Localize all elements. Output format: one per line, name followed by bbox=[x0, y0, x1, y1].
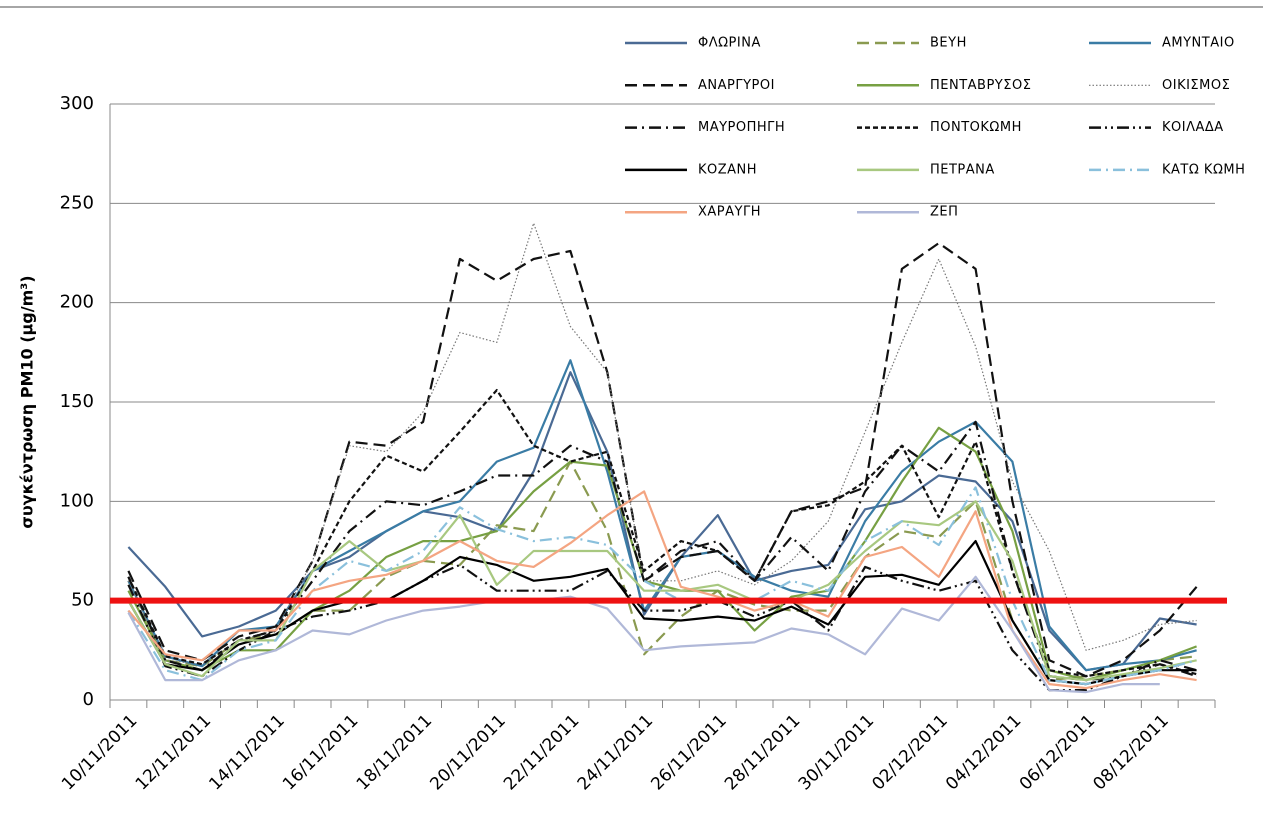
legend-label: ΠΕΤΡΑΝΑ bbox=[930, 162, 995, 177]
x-tick-label: 14/11/2011 bbox=[205, 711, 288, 794]
series-line bbox=[127, 242, 1198, 678]
x-tick-label: 18/11/2011 bbox=[353, 711, 436, 794]
legend-label: ΠΕΝΤΑΒΡΥΣΟΣ bbox=[930, 78, 1031, 93]
series-line bbox=[127, 426, 1197, 682]
x-tick-label: 02/12/2011 bbox=[868, 711, 951, 794]
x-tick-label: 30/11/2011 bbox=[795, 711, 878, 794]
series-line bbox=[127, 500, 1197, 682]
legend-label: ΚΟΙΛΑΔΑ bbox=[1162, 120, 1224, 135]
x-tick-label: 12/11/2011 bbox=[132, 711, 215, 794]
x-tick-label: 10/11/2011 bbox=[58, 711, 141, 794]
legend-label: ΦΛΩΡΙΝΑ bbox=[698, 36, 761, 51]
series-line bbox=[127, 222, 1197, 665]
x-tick-label: 16/11/2011 bbox=[279, 711, 362, 794]
x-tick-label: 08/12/2011 bbox=[1089, 711, 1172, 794]
legend-label: ΚΑΤΩ ΚΩΜΗ bbox=[1162, 162, 1245, 177]
x-tick-label: 04/12/2011 bbox=[942, 711, 1025, 794]
legend-label: ΑΝΑΡΓΥΡΟΙ bbox=[698, 78, 775, 93]
x-tick-label: 22/11/2011 bbox=[500, 711, 583, 794]
series-line bbox=[127, 420, 1197, 682]
series-line bbox=[127, 575, 1160, 694]
legend-label: ΜΑΥΡΟΠΗΓΗ bbox=[698, 120, 785, 135]
x-tick-label: 24/11/2011 bbox=[574, 711, 657, 794]
legend-label: ΑΜΥΝΤΑΙΟ bbox=[1162, 36, 1235, 51]
series-line bbox=[127, 563, 1197, 692]
y-tick-label: 0 bbox=[83, 689, 94, 710]
legend-label: ΟΙΚΙΣΜΟΣ bbox=[1162, 78, 1230, 93]
y-axis-label: συγκέντρωση PM10 (μg/m³) bbox=[18, 275, 37, 528]
y-tick-label: 300 bbox=[60, 93, 94, 114]
legend-label: ΖΕΠ bbox=[930, 205, 958, 220]
legend-label: ΧΑΡΑΥΓΗ bbox=[698, 205, 761, 220]
series-line bbox=[127, 540, 1197, 686]
y-tick-label: 100 bbox=[60, 490, 94, 511]
y-tick-label: 250 bbox=[60, 192, 94, 213]
legend-label: ΠΟΝΤΟΚΩΜΗ bbox=[930, 120, 1022, 135]
legend-label: ΒΕΥΗ bbox=[930, 36, 967, 51]
y-tick-label: 50 bbox=[71, 590, 94, 611]
x-tick-label: 28/11/2011 bbox=[721, 711, 804, 794]
x-tick-label: 06/12/2011 bbox=[1016, 711, 1099, 794]
x-tick-label: 26/11/2011 bbox=[647, 711, 730, 794]
legend-label: ΚΟΖΑΝΗ bbox=[698, 162, 757, 177]
y-tick-label: 150 bbox=[60, 391, 94, 412]
x-tick-label: 20/11/2011 bbox=[426, 711, 509, 794]
y-tick-label: 200 bbox=[60, 292, 94, 313]
